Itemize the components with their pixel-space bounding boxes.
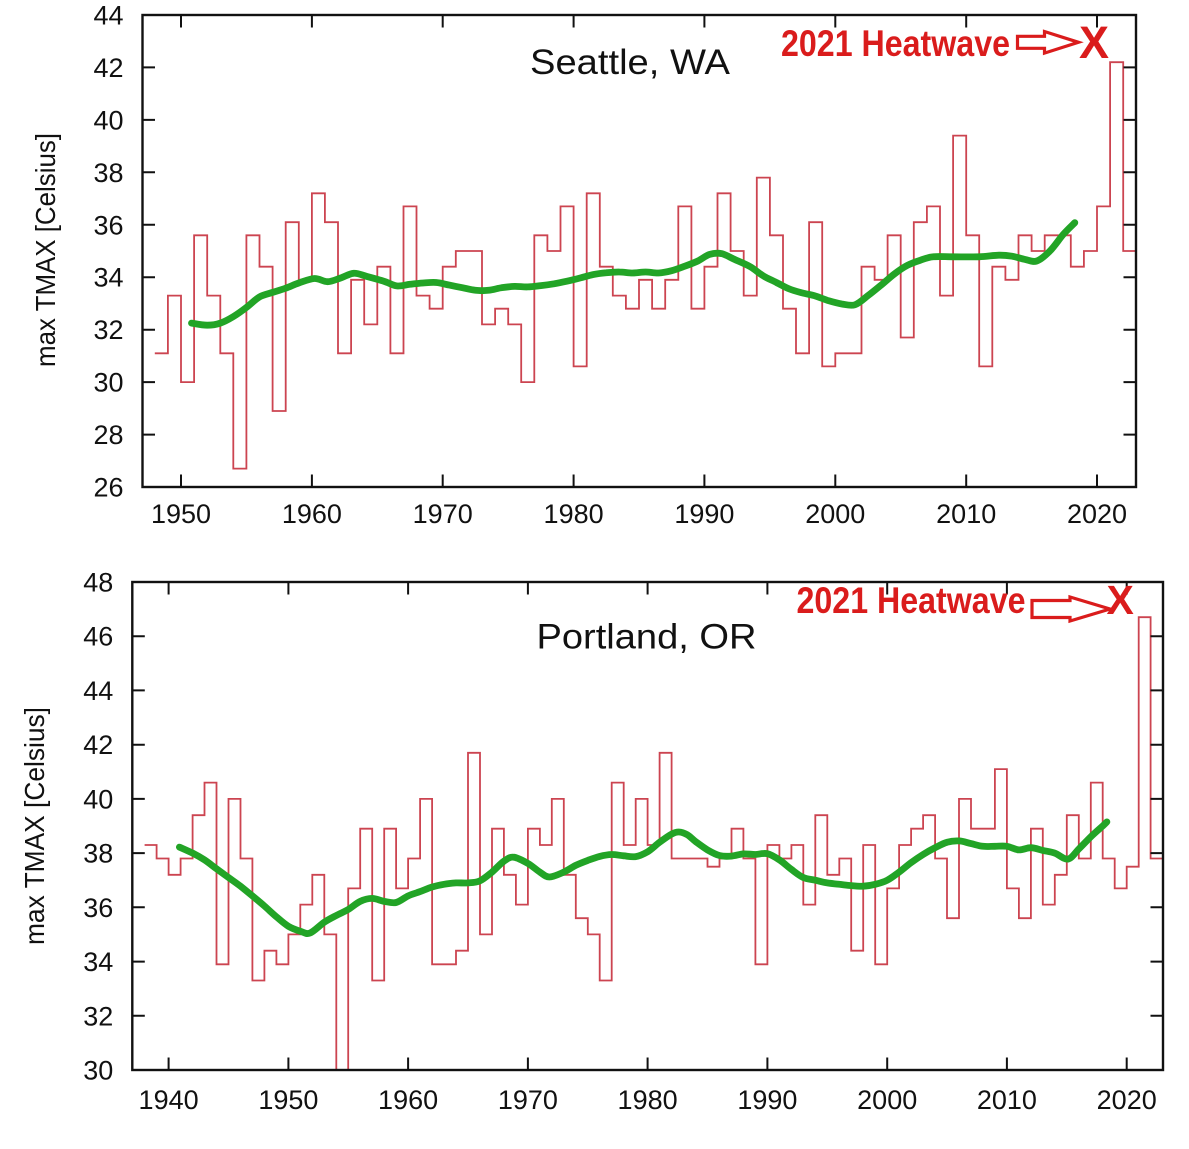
svg-text:36: 36 bbox=[83, 893, 113, 923]
svg-text:2010: 2010 bbox=[977, 1085, 1037, 1115]
svg-text:28: 28 bbox=[93, 420, 123, 450]
svg-text:1960: 1960 bbox=[378, 1085, 438, 1115]
svg-text:38: 38 bbox=[93, 158, 123, 188]
svg-text:1940: 1940 bbox=[139, 1085, 199, 1115]
svg-text:X: X bbox=[1079, 17, 1109, 68]
svg-text:42: 42 bbox=[83, 730, 113, 760]
svg-text:40: 40 bbox=[83, 784, 113, 814]
svg-text:Portland, OR: Portland, OR bbox=[537, 618, 757, 657]
svg-text:1950: 1950 bbox=[151, 499, 211, 529]
svg-text:36: 36 bbox=[93, 210, 123, 240]
svg-text:34: 34 bbox=[93, 263, 123, 293]
svg-text:max TMAX [Celsius]: max TMAX [Celsius] bbox=[19, 707, 50, 945]
svg-text:1960: 1960 bbox=[282, 499, 342, 529]
svg-text:max TMAX [Celsius]: max TMAX [Celsius] bbox=[30, 133, 61, 367]
svg-text:1950: 1950 bbox=[258, 1085, 318, 1115]
svg-text:Seattle, WA: Seattle, WA bbox=[530, 43, 731, 82]
svg-text:40: 40 bbox=[93, 105, 123, 135]
svg-text:2020: 2020 bbox=[1097, 1085, 1157, 1115]
svg-text:1990: 1990 bbox=[674, 499, 734, 529]
svg-text:2000: 2000 bbox=[805, 499, 865, 529]
svg-text:1980: 1980 bbox=[544, 499, 604, 529]
svg-text:44: 44 bbox=[83, 676, 113, 706]
svg-text:32: 32 bbox=[83, 1001, 113, 1031]
svg-text:48: 48 bbox=[83, 568, 113, 598]
svg-text:42: 42 bbox=[93, 53, 123, 83]
svg-text:2021 Heatwave: 2021 Heatwave bbox=[797, 580, 1026, 621]
svg-text:X: X bbox=[1107, 577, 1134, 623]
svg-text:38: 38 bbox=[83, 839, 113, 869]
svg-text:1970: 1970 bbox=[498, 1085, 558, 1115]
svg-text:2021 Heatwave: 2021 Heatwave bbox=[781, 23, 1010, 64]
svg-text:2010: 2010 bbox=[936, 499, 996, 529]
svg-text:44: 44 bbox=[93, 1, 123, 31]
svg-text:34: 34 bbox=[83, 947, 113, 977]
svg-text:46: 46 bbox=[83, 622, 113, 652]
svg-text:30: 30 bbox=[83, 1056, 113, 1086]
svg-text:1990: 1990 bbox=[737, 1085, 797, 1115]
svg-text:32: 32 bbox=[93, 315, 123, 345]
svg-text:2000: 2000 bbox=[857, 1085, 917, 1115]
svg-text:2020: 2020 bbox=[1067, 499, 1127, 529]
svg-text:26: 26 bbox=[93, 473, 123, 503]
svg-text:1970: 1970 bbox=[413, 499, 473, 529]
svg-text:30: 30 bbox=[93, 368, 123, 398]
svg-text:1980: 1980 bbox=[618, 1085, 678, 1115]
